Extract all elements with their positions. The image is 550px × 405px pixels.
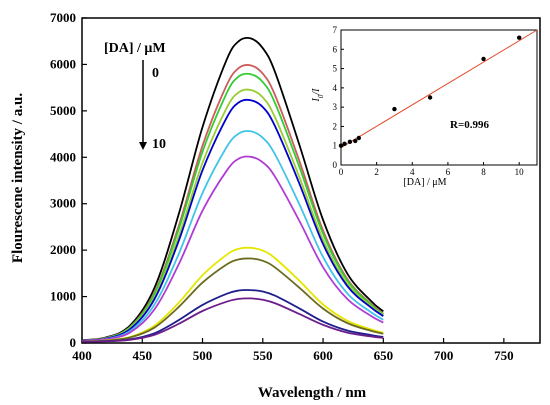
x-axis-title: Wavelength / nm (258, 385, 367, 401)
inset-r-value: R=0.996 (450, 119, 489, 131)
inset-y-tick-label: 6 (333, 44, 338, 54)
y-tick-label: 6000 (50, 56, 76, 71)
spectrum-line-9 (81, 257, 384, 343)
inset-y-tick-label: 7 (333, 25, 338, 35)
inset-data-point (427, 95, 433, 100)
inset-data-point (338, 143, 344, 148)
inset-fit-line (340, 29, 538, 149)
y-tick-label: 0 (70, 335, 77, 350)
inset-x-tick-label: 6 (446, 167, 451, 177)
x-tick-label: 650 (374, 348, 394, 363)
inset-data-point (516, 35, 522, 40)
y-tick-label: 5000 (50, 103, 76, 118)
y-tick-label: 2000 (50, 242, 76, 257)
inset-data-point (347, 139, 353, 145)
annotation-arrow-head (139, 142, 147, 150)
inset-y-tick-label: 2 (333, 121, 338, 131)
inset-data-point (392, 106, 397, 112)
spectrum-line-11 (81, 297, 384, 343)
spectrum-line-6 (81, 130, 384, 342)
spectrum-line-1 (81, 36, 384, 342)
inset-x-axis-title: [DA] / μM (403, 177, 446, 188)
y-tick-label: 3000 (50, 196, 76, 211)
inset-axes (340, 29, 538, 166)
inset-y-tail: /I (311, 88, 322, 96)
x-tick-label: 550 (253, 348, 273, 363)
inset-data-point (353, 138, 358, 144)
x-tick-label: 450 (133, 348, 153, 363)
spectrum-line-7 (81, 155, 384, 342)
main-frame (81, 17, 541, 344)
y-tick-label: 1000 (50, 289, 76, 304)
inset-y-tick-label: 3 (333, 102, 338, 112)
inset-data-point (356, 135, 362, 141)
x-tick-label: 400 (72, 348, 92, 363)
inset-y-tick-label: 0 (333, 160, 338, 170)
inset-data-point (342, 141, 347, 146)
inset-x-tick-label: 10 (515, 167, 525, 177)
x-tick-label: 600 (313, 348, 333, 363)
inset-y-sub: 0 (317, 94, 325, 98)
spectrum-line-8 (81, 246, 384, 343)
inset-x-tick-label: 4 (410, 167, 415, 177)
annotation-label: [DA] / μM (104, 41, 166, 56)
inset-y-axis-title: I0/I (311, 88, 325, 103)
x-tick-label: 700 (434, 348, 454, 363)
main-axes (81, 17, 541, 344)
inset-y-tick-label: 4 (333, 83, 338, 93)
main-ticks: 400 450 500 550 600 650 700 7500100020003000400… (50, 10, 514, 363)
y-tick-label: 7000 (50, 10, 76, 25)
annotation-end: 10 (152, 137, 166, 152)
inset-x-tick-label: 2 (374, 167, 379, 177)
inset-x-tick-label: 0 (339, 167, 344, 177)
inset-y-tick-label: 5 (333, 64, 338, 74)
inset-y-main: I (311, 97, 322, 102)
spectrum-line-4 (81, 88, 384, 342)
inset-frame (340, 29, 538, 166)
main-series (81, 36, 384, 343)
x-tick-label: 500 (193, 348, 213, 363)
y-axis-title: Flourescene intensity / a.u. (10, 93, 26, 263)
spectrum-line-3 (81, 72, 384, 342)
concentration-annotation: [DA] / μM 0 10 (104, 41, 166, 152)
x-tick-label: 750 (494, 348, 514, 363)
y-tick-label: 4000 (50, 149, 76, 164)
spectrum-line-5 (81, 98, 384, 342)
annotation-start: 0 (152, 66, 159, 81)
inset-x-tick-label: 8 (481, 167, 486, 177)
linear-fit (340, 29, 538, 149)
inset-y-tick-label: 1 (333, 141, 338, 151)
inset-data-point (481, 56, 486, 62)
inset-points (338, 35, 522, 148)
